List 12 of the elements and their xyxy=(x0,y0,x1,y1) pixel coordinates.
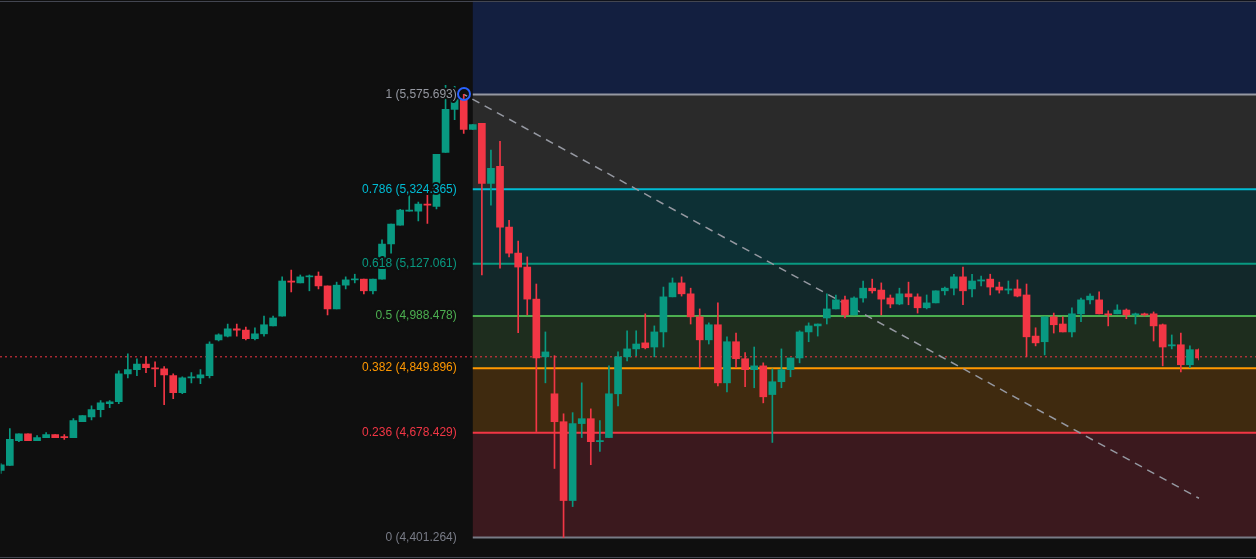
ref-line-label: 0.236 (4,678.429) xyxy=(362,425,457,440)
candlestick xyxy=(577,382,586,438)
candlestick xyxy=(632,330,641,357)
candlestick xyxy=(596,420,604,452)
candlestick xyxy=(750,346,759,389)
candlestick xyxy=(514,240,523,334)
candlestick xyxy=(641,313,650,350)
ref-line-label: 0.5 (4,988.478) xyxy=(375,308,457,323)
ref-line-label: 0 (4,401.264) xyxy=(385,529,457,544)
candlestick xyxy=(160,366,168,406)
ref-line-label: 0.382 (4,849.896) xyxy=(362,360,457,375)
candlestick xyxy=(1167,334,1176,350)
